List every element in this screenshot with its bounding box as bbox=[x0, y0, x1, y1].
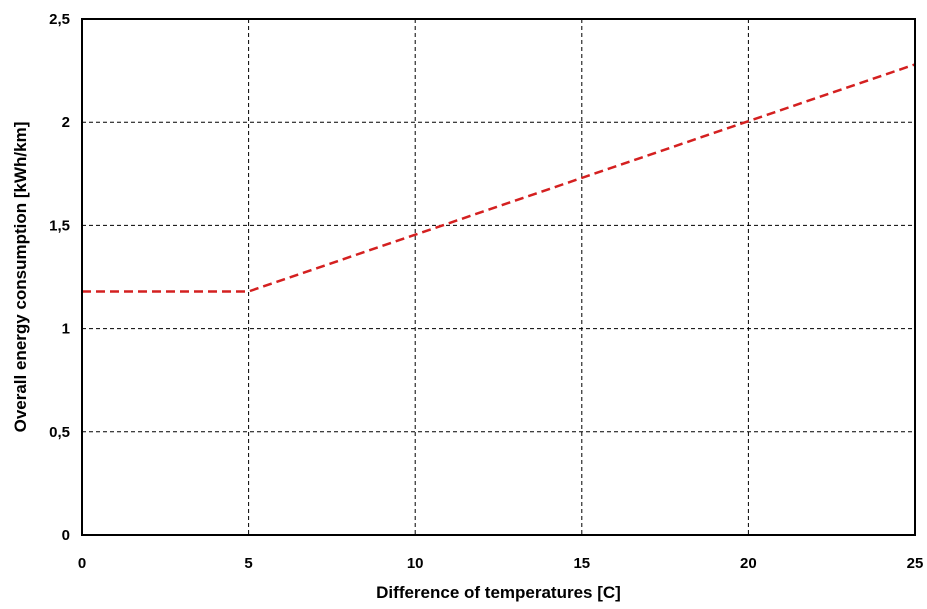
y-tick-label: 1,5 bbox=[49, 217, 70, 234]
x-tick-label: 5 bbox=[244, 555, 252, 572]
x-axis-title: Difference of temperatures [C] bbox=[376, 583, 621, 602]
y-axis-tick-labels: 0 0,5 1 1,5 2 2,5 bbox=[49, 11, 70, 544]
x-tick-label: 0 bbox=[78, 555, 86, 572]
y-tick-label: 2,5 bbox=[49, 11, 70, 28]
y-tick-label: 2 bbox=[62, 114, 70, 131]
x-tick-label: 15 bbox=[573, 555, 590, 572]
x-tick-label: 20 bbox=[740, 555, 757, 572]
x-tick-label: 25 bbox=[907, 555, 924, 572]
y-tick-label: 0 bbox=[62, 527, 70, 544]
plot-area-frame bbox=[81, 18, 916, 536]
grid-lines bbox=[82, 19, 915, 535]
series-line bbox=[82, 63, 916, 293]
x-axis-tick-labels: 0 5 10 15 20 25 bbox=[78, 555, 924, 572]
y-tick-label: 1 bbox=[62, 321, 70, 338]
series-lines bbox=[82, 63, 916, 293]
x-tick-label: 10 bbox=[407, 555, 424, 572]
y-axis-title: Overall energy consumption [kWh/km] bbox=[11, 122, 30, 433]
y-tick-label: 0,5 bbox=[49, 424, 70, 441]
